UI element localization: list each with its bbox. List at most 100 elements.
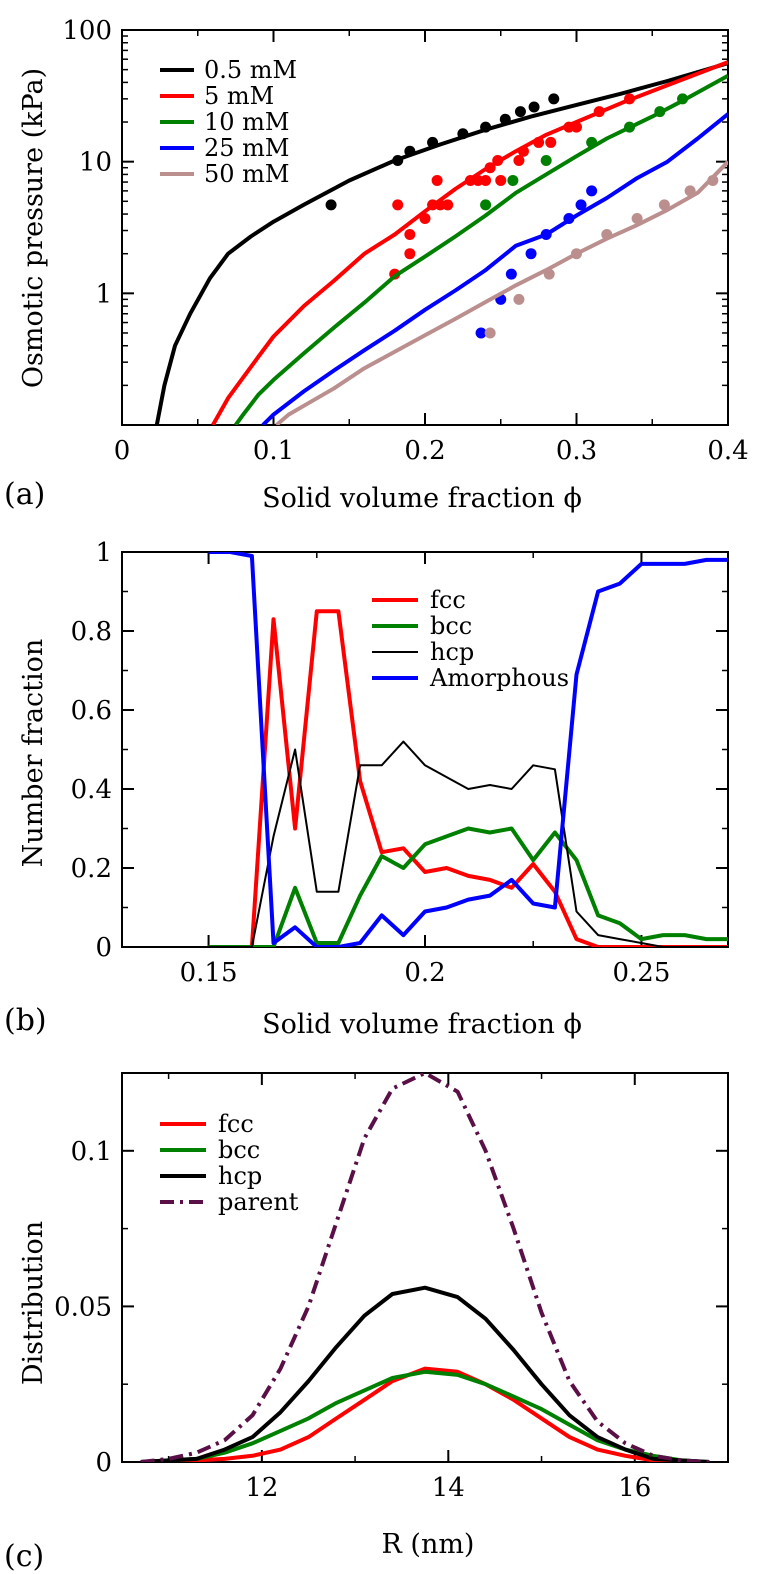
series-line-50-mm [275, 160, 728, 425]
legend-label-0-5-mm: 0.5 mM [204, 56, 297, 84]
y-axis-label-c: Distribution [18, 1221, 49, 1385]
y-axis-label-a: Osmotic pressure (kPa) [18, 68, 49, 388]
y-axis-label-b: Number fraction [18, 639, 49, 868]
data-point-50-mm [601, 228, 613, 240]
data-point-5-mm [392, 199, 404, 211]
x-axis-label-b: Solid volume fraction ϕ [262, 1009, 582, 1040]
y-tick-label: 0.1 [71, 1137, 112, 1167]
data-point-5-mm [480, 174, 492, 186]
y-tick-label: 0.2 [71, 854, 112, 884]
series-line-25-mm [261, 112, 728, 425]
y-tick-label: 0.05 [54, 1292, 112, 1322]
data-point-10-mm [586, 136, 598, 148]
x-tick-label: 0.25 [612, 958, 670, 988]
plot-area [154, 60, 728, 425]
series-line-0-5-mm [154, 61, 728, 425]
legend-label-50-mm: 50 mM [204, 160, 290, 188]
data-point-5-mm [545, 136, 557, 148]
plot-frame [121, 1072, 729, 1463]
data-point-0-5-mm [548, 93, 560, 105]
data-point-0-5-mm [404, 145, 416, 157]
legend-label-hcp: hcp [218, 1162, 262, 1190]
data-point-10-mm [540, 155, 552, 167]
legend-label-fcc: fcc [430, 586, 466, 614]
data-point-25-mm [525, 248, 537, 260]
legend-label-bcc: bcc [218, 1136, 260, 1164]
x-tick-label: 0.3 [556, 436, 597, 466]
data-point-0-5-mm [457, 128, 469, 140]
y-tick-label: 10 [79, 148, 112, 178]
series-line-hcp [140, 1285, 710, 1462]
series-line-5-mm [211, 60, 728, 425]
data-point-50-mm [513, 293, 525, 305]
data-point-25-mm [505, 268, 517, 280]
data-point-5-mm [484, 162, 496, 174]
data-point-0-5-mm [514, 106, 526, 118]
data-point-0-5-mm [325, 199, 337, 211]
legend-label-5-mm: 5 mM [204, 82, 274, 110]
series-line-10-mm [233, 73, 728, 425]
plot-area [208, 552, 728, 947]
data-point-5-mm [434, 199, 446, 211]
series-line-fcc [140, 1366, 710, 1462]
data-point-5-mm [517, 145, 529, 157]
data-point-5-mm [571, 121, 582, 133]
x-tick-label: 14 [432, 1473, 465, 1503]
data-point-50-mm [684, 185, 696, 197]
y-tick-label: 0.4 [71, 775, 112, 805]
data-point-50-mm [658, 199, 670, 211]
data-point-5-mm [442, 199, 454, 211]
y-tick-label: 0.8 [71, 617, 112, 647]
data-point-5-mm [495, 174, 507, 186]
data-point-5-mm [593, 106, 605, 118]
data-point-10-mm [480, 199, 492, 211]
legend-label-hcp: hcp [430, 638, 474, 666]
data-point-25-mm [475, 327, 487, 339]
chart-panel-c: (c) R (nm) Distribution 12 14 16 0 0.05 0.1 fc… [4, 1072, 729, 1574]
x-tick-label: 0 [114, 436, 131, 466]
data-point-5-mm [492, 155, 504, 167]
data-point-25-mm [575, 199, 587, 211]
data-point-0-5-mm [528, 101, 540, 113]
plot-area [140, 1073, 710, 1462]
x-tick-label: 0.1 [253, 436, 294, 466]
data-point-10-mm [507, 174, 519, 186]
y-tick-label: 0 [95, 1448, 112, 1478]
series-line-parent [140, 1073, 710, 1462]
data-point-10-mm [654, 106, 666, 118]
data-point-50-mm [571, 248, 582, 260]
legend-label-10-mm: 10 mM [204, 108, 290, 136]
data-point-5-mm [563, 121, 575, 133]
series-line-bcc [208, 826, 728, 947]
data-point-0-5-mm [499, 113, 511, 125]
series-line-hcp [208, 740, 728, 947]
data-point-5-mm [533, 136, 545, 148]
y-tick-label: 0.6 [71, 696, 112, 726]
y-tick-label: 1 [95, 279, 112, 309]
data-point-10-mm [624, 121, 636, 133]
data-point-50-mm [484, 327, 496, 339]
data-point-5-mm [427, 199, 439, 211]
y-tick-label: 1 [95, 538, 112, 568]
y-tick-label: 0 [95, 933, 112, 963]
x-tick-label: 0.2 [404, 436, 445, 466]
data-point-5-mm [404, 228, 416, 240]
data-point-5-mm [472, 174, 484, 186]
x-tick-label: 16 [618, 1473, 651, 1503]
data-point-50-mm [631, 213, 643, 225]
x-tick-label: 12 [245, 1473, 278, 1503]
chart-panel-a: (a) Solid volume fraction ϕ Osmotic pres… [4, 16, 749, 514]
data-point-5-mm [513, 155, 525, 167]
legend-label-bcc: bcc [430, 612, 472, 640]
series-line-fcc [208, 609, 728, 947]
x-axis-label-a: Solid volume fraction ϕ [262, 483, 582, 514]
data-point-50-mm [707, 174, 719, 186]
legend-label-fcc: fcc [218, 1110, 254, 1138]
legend-label-parent: parent [218, 1188, 299, 1216]
data-point-5-mm [419, 213, 431, 225]
x-tick-label: 0.4 [707, 436, 748, 466]
panel-label-c: (c) [4, 1539, 44, 1574]
data-point-0-5-mm [392, 155, 404, 167]
x-tick-label: 0.2 [404, 958, 445, 988]
legend-label-25-mm: 25 mM [204, 134, 290, 162]
